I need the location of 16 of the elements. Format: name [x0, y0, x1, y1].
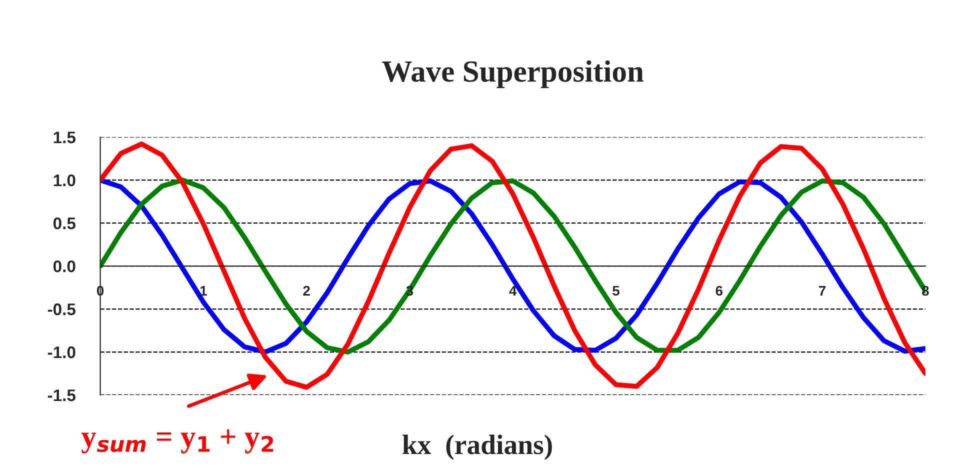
- x-tick-label: 5: [612, 286, 620, 296]
- y-tick-label: 0.0: [53, 260, 76, 272]
- x-tick-label: 1: [200, 286, 207, 296]
- y-tick-label: -0.5: [48, 303, 76, 316]
- x-tick-label: 6: [716, 286, 722, 296]
- chart-title: Wave Superposition: [382, 60, 644, 88]
- y-tick-label: -1.5: [48, 390, 76, 402]
- x-tick-label: 7: [818, 286, 826, 296]
- text: y$_{sum}$ = y$_{1}$ + y$_{2}$: [81, 430, 274, 454]
- y-tick-label: -1.0: [48, 346, 76, 358]
- y-tick-label: 1.5: [54, 132, 76, 144]
- y-tick-label: 1.0: [54, 174, 76, 186]
- x-axis-title: kx (radians): [402, 434, 552, 460]
- y-tick-label: 0.5: [53, 217, 76, 230]
- x-tick-label: 4: [509, 286, 517, 296]
- x-tick-label: 2: [303, 286, 310, 296]
